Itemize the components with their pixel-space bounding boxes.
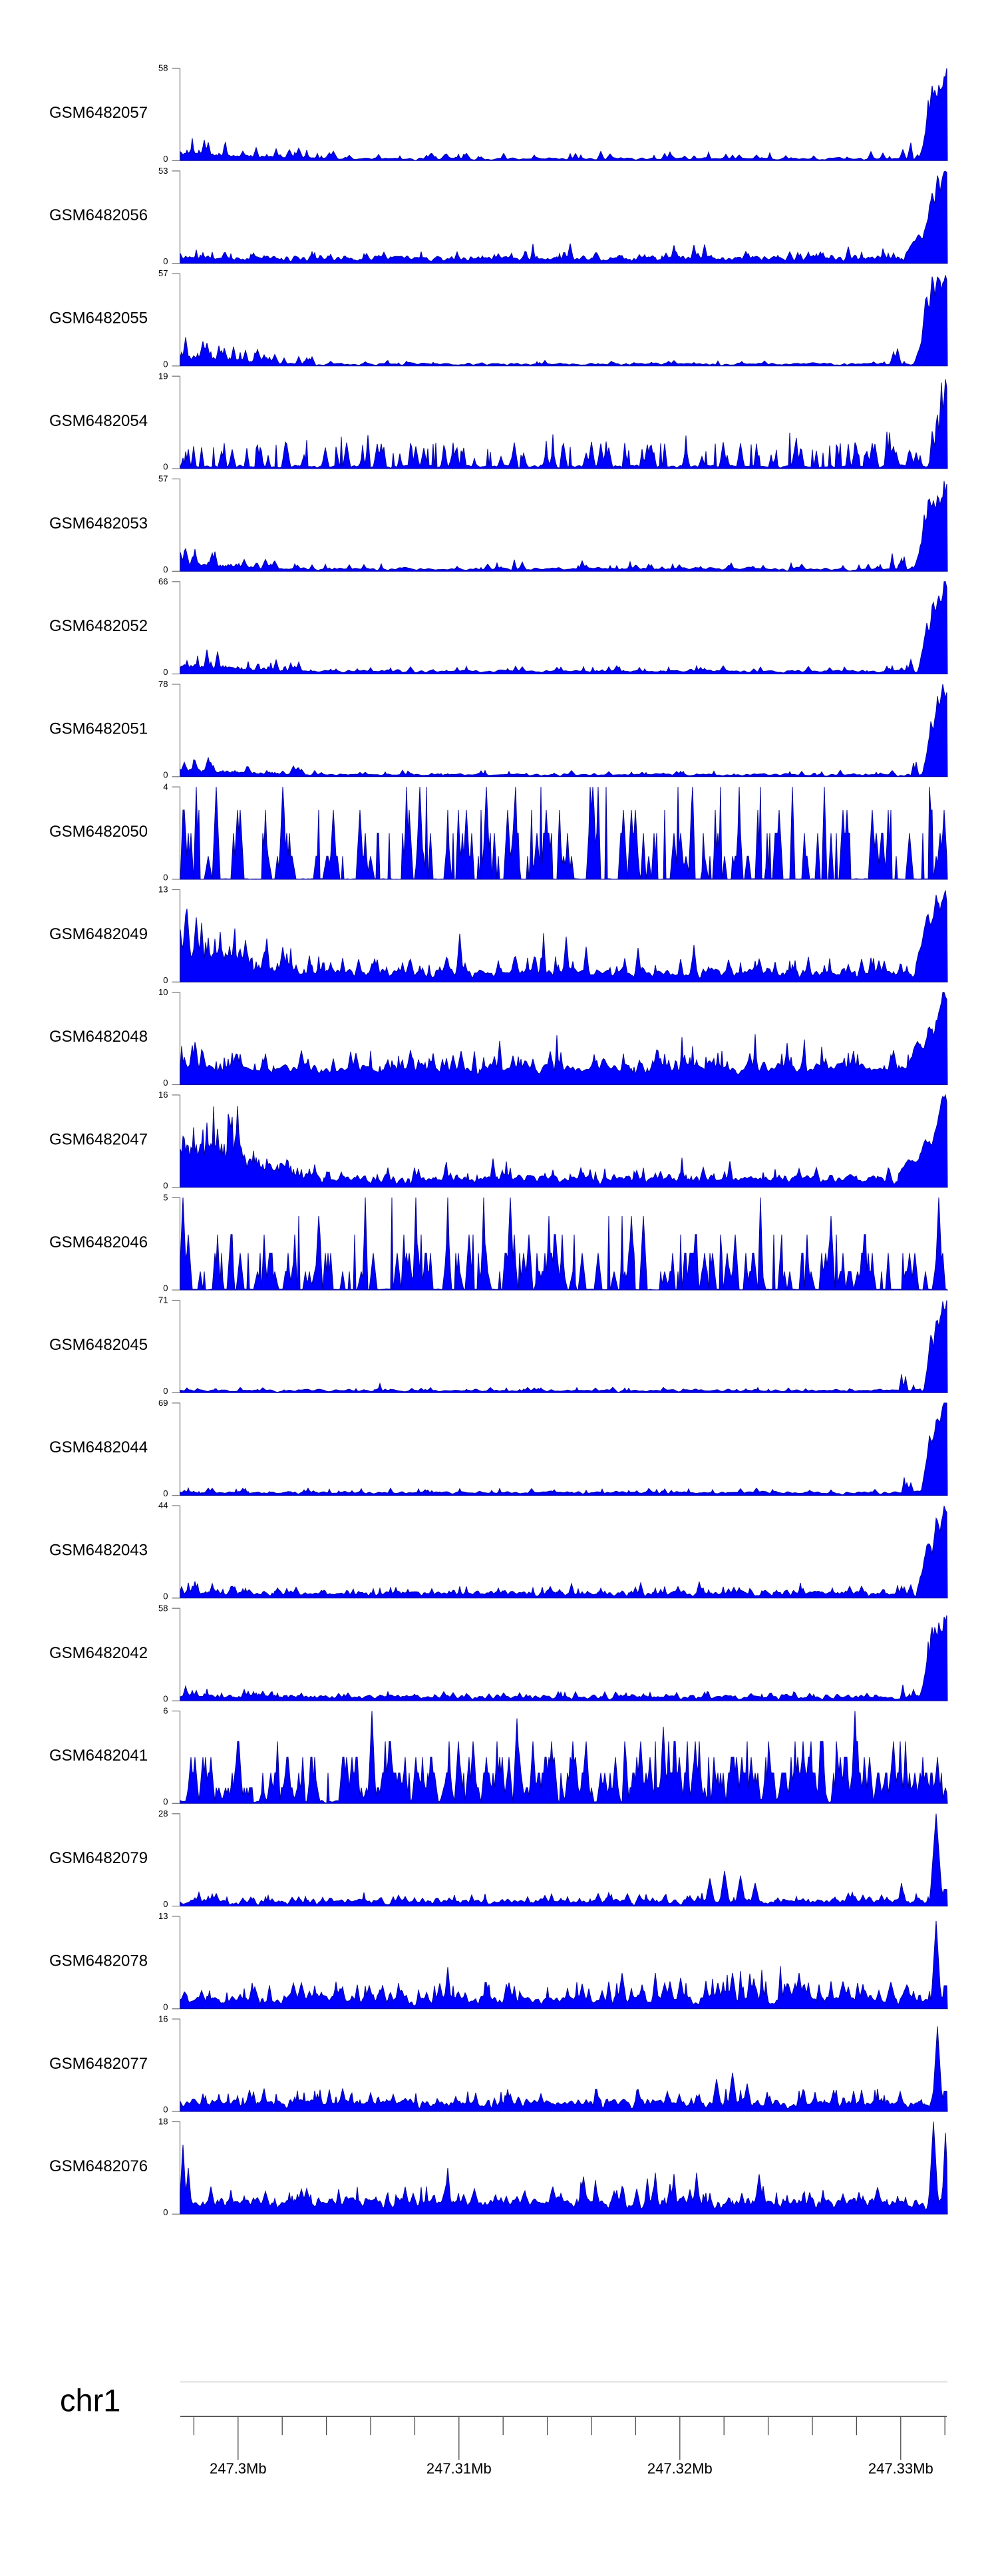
svg-text:0: 0: [163, 1899, 168, 1909]
svg-text:0: 0: [163, 667, 168, 677]
svg-text:0: 0: [163, 1386, 168, 1396]
svg-text:0: 0: [163, 1797, 168, 1807]
svg-text:GSM6482043: GSM6482043: [49, 1542, 148, 1560]
svg-text:4: 4: [163, 782, 168, 792]
svg-text:0: 0: [163, 2002, 168, 2012]
svg-text:10: 10: [158, 987, 168, 997]
svg-text:GSM6482052: GSM6482052: [49, 617, 148, 635]
svg-text:69: 69: [158, 1398, 168, 1408]
svg-text:66: 66: [158, 576, 168, 586]
svg-text:247.3Mb: 247.3Mb: [210, 2460, 267, 2477]
svg-text:0: 0: [163, 1283, 168, 1293]
svg-text:GSM6482050: GSM6482050: [49, 823, 148, 841]
svg-text:GSM6482048: GSM6482048: [49, 1028, 148, 1046]
svg-text:57: 57: [158, 474, 168, 484]
svg-text:0: 0: [163, 1694, 168, 1704]
svg-text:0: 0: [163, 769, 168, 779]
svg-text:0: 0: [163, 359, 168, 369]
svg-text:GSM6482046: GSM6482046: [49, 1233, 148, 1251]
svg-text:GSM6482077: GSM6482077: [49, 2055, 148, 2073]
svg-text:0: 0: [163, 1180, 168, 1190]
svg-text:0: 0: [163, 975, 168, 985]
svg-text:13: 13: [158, 885, 168, 895]
svg-text:GSM6482042: GSM6482042: [49, 1644, 148, 1662]
svg-text:GSM6482057: GSM6482057: [49, 104, 148, 122]
svg-text:247.31Mb: 247.31Mb: [426, 2460, 492, 2477]
svg-text:0: 0: [163, 873, 168, 883]
svg-text:0: 0: [163, 564, 168, 574]
svg-text:58: 58: [158, 63, 168, 73]
svg-text:247.32Mb: 247.32Mb: [647, 2460, 713, 2477]
svg-text:19: 19: [158, 371, 168, 381]
svg-text:0: 0: [163, 2105, 168, 2115]
svg-text:GSM6482053: GSM6482053: [49, 515, 148, 533]
svg-text:53: 53: [158, 166, 168, 176]
svg-text:57: 57: [158, 268, 168, 278]
svg-text:GSM6482055: GSM6482055: [49, 310, 148, 327]
svg-text:GSM6482076: GSM6482076: [49, 2157, 148, 2175]
svg-text:GSM6482041: GSM6482041: [49, 1747, 148, 1765]
svg-text:GSM6482049: GSM6482049: [49, 925, 148, 943]
svg-text:71: 71: [158, 1295, 168, 1305]
svg-text:chr1: chr1: [60, 2383, 120, 2418]
svg-text:GSM6482079: GSM6482079: [49, 1849, 148, 1867]
svg-text:0: 0: [163, 154, 168, 164]
svg-text:0: 0: [163, 2207, 168, 2217]
svg-text:44: 44: [158, 1500, 168, 1510]
svg-text:0: 0: [163, 1591, 168, 1601]
svg-text:0: 0: [163, 462, 168, 472]
svg-text:6: 6: [163, 1706, 168, 1716]
svg-text:GSM6482051: GSM6482051: [49, 720, 148, 738]
svg-text:0: 0: [163, 1488, 168, 1498]
svg-text:247.33Mb: 247.33Mb: [868, 2460, 933, 2477]
svg-text:GSM6482044: GSM6482044: [49, 1438, 148, 1456]
svg-text:13: 13: [158, 1911, 168, 1921]
svg-text:GSM6482047: GSM6482047: [49, 1131, 148, 1149]
svg-text:GSM6482078: GSM6482078: [49, 1952, 148, 1970]
svg-text:GSM6482045: GSM6482045: [49, 1336, 148, 1354]
svg-text:78: 78: [158, 679, 168, 689]
svg-text:5: 5: [163, 1193, 168, 1203]
svg-text:16: 16: [158, 2014, 168, 2024]
svg-text:0: 0: [163, 256, 168, 266]
svg-text:58: 58: [158, 1603, 168, 1613]
svg-text:GSM6482056: GSM6482056: [49, 206, 148, 224]
svg-text:18: 18: [158, 2117, 168, 2127]
svg-text:0: 0: [163, 1078, 168, 1088]
svg-text:16: 16: [158, 1090, 168, 1100]
svg-text:GSM6482054: GSM6482054: [49, 412, 148, 430]
svg-text:28: 28: [158, 1809, 168, 1819]
